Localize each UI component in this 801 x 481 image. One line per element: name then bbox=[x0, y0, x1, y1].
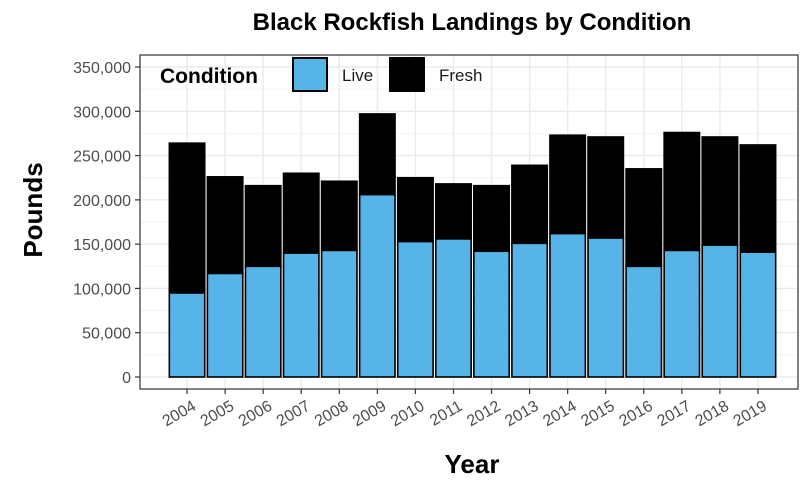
bar-live-2008 bbox=[320, 249, 358, 378]
y-tick-label: 350,000 bbox=[73, 60, 131, 77]
bar-fresh-2016 bbox=[625, 168, 663, 268]
x-tick-label: 2011 bbox=[427, 398, 465, 430]
y-tick-label: 100,000 bbox=[73, 281, 131, 298]
bar-fresh-2009 bbox=[358, 113, 396, 196]
bar-live-2010 bbox=[396, 240, 434, 378]
bar-live-2014 bbox=[549, 232, 587, 378]
x-tick-label: 2010 bbox=[388, 398, 427, 431]
y-axis: 0 50,000 100,000 150,000 200,000 250,000 300,0… bbox=[73, 60, 140, 387]
x-tick-label: 2007 bbox=[274, 398, 313, 431]
x-tick-label: 2013 bbox=[502, 398, 541, 431]
bar-fresh-2006 bbox=[244, 184, 282, 268]
x-tick-label: 2005 bbox=[198, 398, 237, 431]
bar-live-2015 bbox=[587, 237, 625, 378]
bar-live-2009 bbox=[358, 193, 396, 378]
bar-fresh-2011 bbox=[434, 183, 472, 240]
bar-fresh-2005 bbox=[206, 176, 244, 275]
bar-live-2005 bbox=[206, 272, 244, 378]
y-tick-label: 300,000 bbox=[73, 104, 131, 121]
bar-fresh-2010 bbox=[396, 176, 434, 243]
bar-fresh-2013 bbox=[511, 164, 549, 245]
x-tick-label: 2009 bbox=[350, 398, 389, 431]
bar-fresh-2012 bbox=[473, 184, 511, 253]
bar-fresh-2015 bbox=[587, 136, 625, 239]
bar-fresh-2018 bbox=[701, 136, 739, 246]
x-tick-label: 2019 bbox=[731, 398, 770, 431]
y-tick-label: 150,000 bbox=[73, 237, 131, 254]
x-tick-label: 2015 bbox=[578, 398, 617, 431]
x-tick-label: 2017 bbox=[655, 398, 694, 431]
legend-label-fresh: Fresh bbox=[439, 66, 482, 85]
bar-live-2004 bbox=[168, 292, 206, 378]
bar-live-2018 bbox=[701, 244, 739, 378]
bars bbox=[168, 113, 777, 378]
x-tick-label: 2016 bbox=[616, 398, 655, 431]
panel-border bbox=[139, 54, 799, 390]
y-tick-label: 50,000 bbox=[82, 326, 131, 343]
x-tick-label: 2006 bbox=[236, 398, 275, 431]
bar-fresh-2014 bbox=[549, 134, 587, 235]
bar-live-2012 bbox=[473, 250, 511, 378]
bar-fresh-2004 bbox=[168, 142, 206, 294]
bar-live-2016 bbox=[625, 265, 663, 378]
bar-live-2007 bbox=[282, 252, 320, 378]
bar-fresh-2019 bbox=[739, 144, 777, 253]
legend-key-live bbox=[292, 57, 328, 92]
bar-live-2011 bbox=[434, 238, 472, 378]
y-tick-label: 200,000 bbox=[73, 193, 131, 210]
bar-fresh-2007 bbox=[282, 172, 320, 254]
bar-live-2019 bbox=[739, 251, 777, 378]
legend-label-live: Live bbox=[342, 66, 373, 85]
y-tick-label: 0 bbox=[122, 370, 131, 387]
x-tick-label: 2012 bbox=[464, 398, 503, 431]
y-axis-title: Pounds bbox=[18, 162, 48, 257]
bar-live-2006 bbox=[244, 265, 282, 378]
bar-live-2017 bbox=[663, 249, 701, 378]
legend-title: Condition bbox=[160, 65, 258, 88]
bar-fresh-2017 bbox=[663, 131, 701, 252]
legend-key-fresh bbox=[389, 57, 425, 92]
x-tick-label: 2008 bbox=[312, 398, 351, 431]
x-tick-label: 2004 bbox=[160, 398, 199, 431]
chart-title: Black Rockfish Landings by Condition bbox=[253, 9, 692, 36]
legend: Condition Live Fresh bbox=[160, 57, 482, 92]
bar-live-2013 bbox=[511, 242, 549, 378]
y-tick-label: 250,000 bbox=[73, 149, 131, 166]
x-axis-title: Year bbox=[445, 449, 500, 479]
bar-fresh-2008 bbox=[320, 180, 358, 252]
x-tick-label: 2018 bbox=[693, 398, 732, 431]
x-tick-label: 2014 bbox=[540, 398, 579, 431]
